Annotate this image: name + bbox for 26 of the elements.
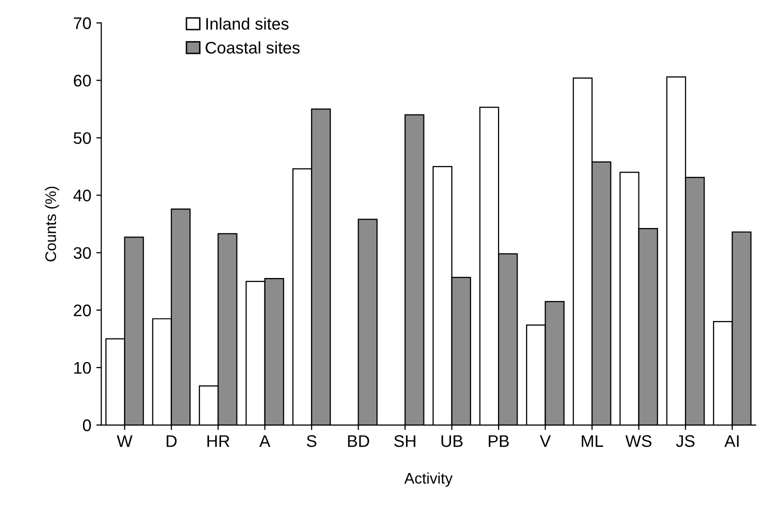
y-tick-label: 10 (74, 362, 91, 374)
legend-label: Inland sites (206, 18, 288, 30)
x-tick-label: D (166, 435, 177, 447)
y-tick-label: 40 (73, 190, 91, 202)
x-tick-label: PB (488, 435, 509, 447)
x-tick-label: BD (348, 435, 370, 447)
x-tick-label: HR (207, 435, 230, 447)
x-tick-label: A (259, 435, 270, 447)
legend-label: Coastal sites (206, 41, 300, 54)
x-tick-label: WS (625, 435, 652, 447)
x-tick-label: UB (442, 435, 463, 447)
x-tick-label: ML (582, 435, 604, 447)
y-tick-label: 0 (82, 419, 91, 432)
x-tick-label: AI (724, 435, 739, 447)
x-tick-label: W (116, 435, 132, 447)
x-axis-title: Activity (404, 472, 453, 487)
x-tick-label: SH (394, 435, 416, 447)
y-tick-label: 70 (74, 17, 91, 30)
x-tick-label: V (540, 435, 551, 447)
y-tick-label: 50 (74, 132, 91, 144)
y-tick-label: 60 (74, 74, 91, 87)
y-axis-title: Counts (%) (44, 186, 60, 262)
x-tick-label: S (306, 435, 316, 447)
y-tick-label: 30 (74, 247, 91, 259)
x-tick-label: JS (676, 435, 694, 447)
y-tick-label: 20 (74, 304, 91, 316)
